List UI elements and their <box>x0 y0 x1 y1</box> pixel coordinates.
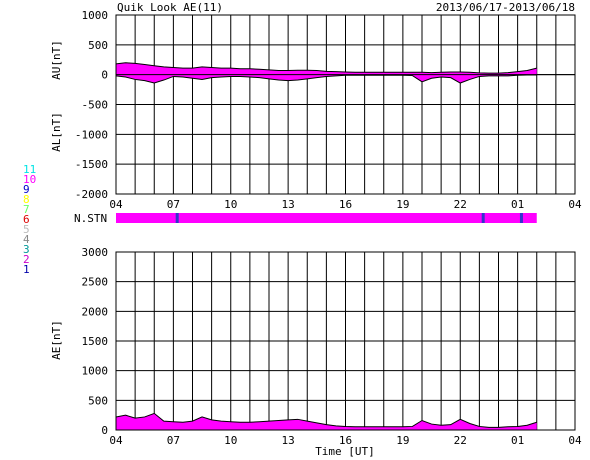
au-al-ytick-label: -1500 <box>75 158 108 171</box>
station-drop-marker <box>519 213 523 223</box>
au-al-ytick-label: -500 <box>82 99 109 112</box>
au-al-ytick-label: 1000 <box>82 9 109 22</box>
au-al-xtick-label: 16 <box>339 198 352 211</box>
ae-xtick-label: 04 <box>109 434 123 447</box>
au-al-grid <box>115 14 576 195</box>
al-line <box>115 74 537 84</box>
au-al-xtick-label: 04 <box>568 198 582 211</box>
ae-frame <box>115 251 576 431</box>
station-drop-marker <box>175 213 179 223</box>
au-al-xtick-label: 22 <box>454 198 467 211</box>
ae-grid <box>115 251 576 431</box>
legend-count-4: 4 <box>23 233 30 246</box>
au-al-xtick-label: 04 <box>109 198 123 211</box>
legend-count-2: 2 <box>23 253 30 266</box>
legend-count-11: 11 <box>23 163 36 176</box>
ae-ytick-label: 500 <box>88 394 108 407</box>
ae-xtick-label: 04 <box>568 434 582 447</box>
au-al-frame <box>115 14 576 195</box>
au-al-ytick-label: -2000 <box>75 188 108 201</box>
ae-ytick-label: 1000 <box>82 365 109 378</box>
ae-xtick-label: 22 <box>454 434 467 447</box>
station-drop-marker <box>481 213 485 223</box>
ae-ytick-label: 2000 <box>82 305 109 318</box>
date-range: 2013/06/17-2013/06/18 <box>436 1 575 14</box>
au-al-xtick-label: 07 <box>167 198 180 211</box>
ae-ytick-label: 0 <box>101 424 108 437</box>
ae-xtick-label: 19 <box>396 434 409 447</box>
station-count-bar <box>116 213 537 223</box>
au-al-ytick-label: 0 <box>101 69 108 82</box>
ae-data <box>115 412 537 430</box>
station-count-panel: N.STN <box>74 212 537 225</box>
ae-ytick-label: 1500 <box>82 335 109 348</box>
au-al-xtick-label: 10 <box>224 198 237 211</box>
au-al-ytick-label: -1000 <box>75 128 108 141</box>
au-area <box>116 62 537 75</box>
ae-axis-label: AE[nT] <box>50 320 63 360</box>
au-al-xtick-label: 19 <box>396 198 409 211</box>
time-axis-label: Time [UT] <box>315 445 375 458</box>
au-al-data <box>115 62 575 84</box>
ae-xtick-label: 16 <box>339 434 352 447</box>
legend-count-5: 5 <box>23 223 30 236</box>
legend-count-10: 10 <box>23 173 36 186</box>
ae-ytick-label: 2500 <box>82 276 109 289</box>
chart-title: Quik Look AE(11) <box>117 1 223 14</box>
au-al-xtick-label: 01 <box>511 198 524 211</box>
legend-count-1: 1 <box>23 263 30 276</box>
al-axis-label: AL[nT] <box>50 112 63 152</box>
ae-line <box>115 412 537 428</box>
ae-ytick-label: 3000 <box>82 246 109 259</box>
legend-count-7: 7 <box>23 203 30 216</box>
au-al-ytick-label: 500 <box>88 39 108 52</box>
station-bar-label: N.STN <box>74 212 107 225</box>
au-al-xtick-label: 13 <box>282 198 295 211</box>
legend-count-3: 3 <box>23 243 30 256</box>
legend-count-8: 8 <box>23 193 30 206</box>
ae-xtick-label: 01 <box>511 434 524 447</box>
ae-xtick-label: 07 <box>167 434 180 447</box>
ae-xtick-label: 10 <box>224 434 237 447</box>
legend-count-6: 6 <box>23 213 30 226</box>
ae-area <box>116 413 537 430</box>
ae-xtick-label: 13 <box>282 434 295 447</box>
legend-count-9: 9 <box>23 183 30 196</box>
au-axis-label: AU[nT] <box>50 40 63 80</box>
au-line <box>115 62 537 74</box>
